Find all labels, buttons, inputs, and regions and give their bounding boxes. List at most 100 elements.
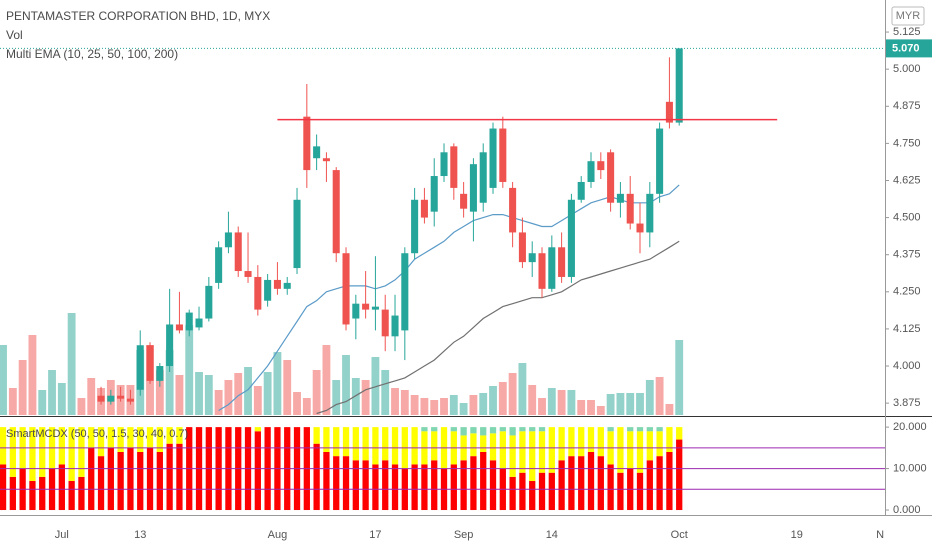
indicator-bar [470,456,477,511]
indicator-bar [342,427,350,457]
indicator-bar [97,427,105,457]
indicator-bar [146,427,154,448]
candle-body [303,116,311,171]
volume-bar [371,357,380,415]
indicator-bar [568,456,575,511]
y-tick-label: 3.875 [893,397,921,409]
x-tick-label: 19 [791,529,803,541]
volume-bar [538,398,546,415]
indicator-bar [656,431,663,457]
indicator-tick-label: 0.000 [893,504,921,516]
indicator-bar [656,456,663,511]
candle-body [107,395,115,402]
volume-bar [596,406,605,415]
candle-body [264,279,272,301]
volume-bar [655,377,664,415]
volume-bar [567,390,576,415]
indicator-bar [470,427,477,434]
indicator-tick-label: 10.000 [893,462,927,474]
price-pane [0,47,885,415]
indicator-bar [676,439,683,511]
indicator-bar [107,427,114,448]
indicator-bar [480,427,487,436]
indicator-bar [636,472,644,511]
indicator-bar [538,427,546,432]
indicator-bar [421,427,428,432]
volume-bar [577,400,586,415]
y-tick-label: 4.500 [893,211,921,223]
volume-bar [195,372,203,415]
candle-body [411,199,419,254]
indicator-bar [88,427,95,448]
indicator-bar [676,427,683,440]
indicator-bar [137,451,144,511]
ema-line [316,240,680,415]
indicator-bar [666,427,673,452]
indicator-bar [460,427,467,436]
indicator-bar [78,427,85,477]
volume-bar [293,392,301,415]
indicator-bar [156,451,163,511]
candle-body [293,199,301,269]
indicator-bar [333,427,340,457]
last-price-label: 5.070 [892,42,920,54]
candle-body [313,146,321,159]
indicator-bar [411,464,418,511]
indicator-bar [646,431,653,461]
indicator-bar [656,427,663,432]
indicator-bar [627,431,634,469]
indicator-tick-label: 20.000 [893,421,927,433]
volume-bar [283,360,292,415]
candle-body [234,232,242,272]
indicator-bar [529,431,536,482]
indicator-bar [146,447,154,511]
candle-body [607,152,615,203]
candle-body [371,306,379,310]
candle-body [185,312,193,331]
candle-body [430,176,438,212]
candle-body [391,315,399,337]
candle-body [450,146,458,188]
candle-body [215,247,223,283]
volume-bar [263,372,272,415]
volume-bar [351,378,360,415]
x-tick-label: N [876,529,884,541]
candle-body [117,395,125,399]
y-tick-label: 4.625 [893,174,921,186]
indicator-bar [489,427,497,434]
volume-bar [302,398,311,415]
indicator-bar [587,451,595,511]
candle-body [665,101,673,123]
indicator-bar [509,435,516,477]
volume-label: Vol [6,28,23,42]
last-price-box [886,39,932,58]
indicator-bar [372,464,379,511]
indicator-bar [421,464,428,511]
indicator-bar [509,427,516,436]
indicator-bar [323,427,330,452]
ema-line [218,184,680,412]
y-tick-label: 4.875 [893,100,921,112]
indicator-bar [666,451,673,511]
volume-bar [57,383,66,415]
candle-body [440,152,448,177]
volume-bar [67,313,76,415]
volume-bar [224,380,233,415]
candle-body [97,395,105,402]
indicator-bar [29,427,36,482]
candle-body [381,309,389,337]
x-tick-label: 14 [546,529,558,541]
y-tick-label: 4.750 [893,137,921,149]
candle-body [146,345,154,381]
indicator-bar [489,460,497,511]
indicator-bar [166,427,173,444]
volume-bar [430,400,439,415]
indicator-bar [431,427,438,432]
volume-bar [508,373,517,415]
indicator-bar [58,464,65,511]
candle-body [126,398,134,402]
volume-bar [645,380,654,415]
volume-bar [665,404,674,415]
candle-body [283,282,291,289]
candle-body [518,232,526,263]
